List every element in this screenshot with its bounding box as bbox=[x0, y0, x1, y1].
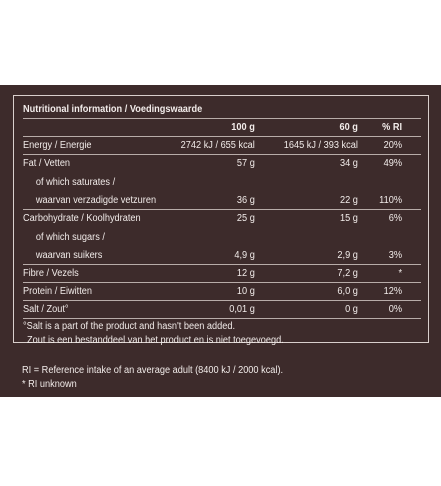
row-value-60g: 34 g bbox=[339, 158, 358, 169]
ri-unknown-note: * RI unknown bbox=[22, 379, 77, 390]
row-value-ri: 20% bbox=[383, 140, 403, 151]
divider bbox=[23, 282, 421, 283]
divider bbox=[23, 118, 421, 119]
row-label: Salt / Zout° bbox=[23, 304, 69, 315]
row-value-100g: 12 g bbox=[236, 268, 255, 279]
divider bbox=[23, 300, 421, 301]
row-value-ri: 12% bbox=[383, 286, 403, 297]
row-label: of which sugars / bbox=[35, 232, 105, 243]
row-value-ri: 0% bbox=[388, 304, 403, 315]
divider bbox=[23, 136, 421, 137]
row-value-60g: 22 g bbox=[339, 195, 358, 206]
row-label: Fat / Vetten bbox=[23, 158, 71, 169]
row-value-100g: 10 g bbox=[236, 286, 255, 297]
row-label: waarvan verzadigde vetzuren bbox=[35, 195, 157, 206]
row-value-100g: 25 g bbox=[236, 213, 255, 224]
salt-note-en: °Salt is a part of the product and hasn'… bbox=[23, 321, 236, 332]
row-value-100g: 57 g bbox=[236, 158, 255, 169]
row-value-ri: 3% bbox=[388, 250, 403, 261]
header-ri: % RI bbox=[382, 122, 403, 133]
divider bbox=[23, 264, 421, 265]
row-label: Carbohydrate / Koolhydraten bbox=[23, 213, 141, 224]
salt-note-nl: Zout is een bestanddeel van het product … bbox=[27, 335, 284, 346]
divider bbox=[23, 318, 421, 319]
row-value-ri: 49% bbox=[383, 158, 403, 169]
row-value-100g: 4,9 g bbox=[234, 250, 255, 261]
header-100g: 100 g bbox=[231, 122, 255, 133]
row-value-100g: 2742 kJ / 655 kcal bbox=[180, 140, 255, 151]
ri-definition: RI = Reference intake of an average adul… bbox=[22, 365, 284, 376]
divider bbox=[23, 154, 421, 155]
row-value-60g: 2,9 g bbox=[337, 250, 358, 261]
row-value-60g: 7,2 g bbox=[337, 268, 358, 279]
row-value-100g: 36 g bbox=[236, 195, 255, 206]
row-label: of which saturates / bbox=[35, 177, 116, 188]
row-label: Fibre / Vezels bbox=[23, 268, 79, 279]
row-value-60g: 6,0 g bbox=[337, 286, 358, 297]
row-label: Protein / Eiwitten bbox=[23, 286, 93, 297]
header-60g: 60 g bbox=[339, 122, 358, 133]
row-value-60g: 1645 kJ / 393 kcal bbox=[283, 140, 358, 151]
nutrition-table: Nutritional information / Voedingswaarde… bbox=[13, 95, 429, 346]
row-value-60g: 0 g bbox=[345, 304, 358, 315]
row-value-ri: * bbox=[398, 268, 403, 279]
row-label: waarvan suikers bbox=[35, 250, 103, 261]
divider bbox=[23, 209, 421, 210]
nutrition-panel: Nutritional information / Voedingswaarde… bbox=[0, 85, 441, 397]
table-title-text: Nutritional information / Voedingswaarde bbox=[23, 104, 203, 115]
row-label: Energy / Energie bbox=[23, 140, 92, 151]
row-value-ri: 6% bbox=[388, 213, 403, 224]
row-value-100g: 0,01 g bbox=[229, 304, 255, 315]
row-value-60g: 15 g bbox=[339, 213, 358, 224]
row-value-ri: 110% bbox=[379, 195, 403, 206]
